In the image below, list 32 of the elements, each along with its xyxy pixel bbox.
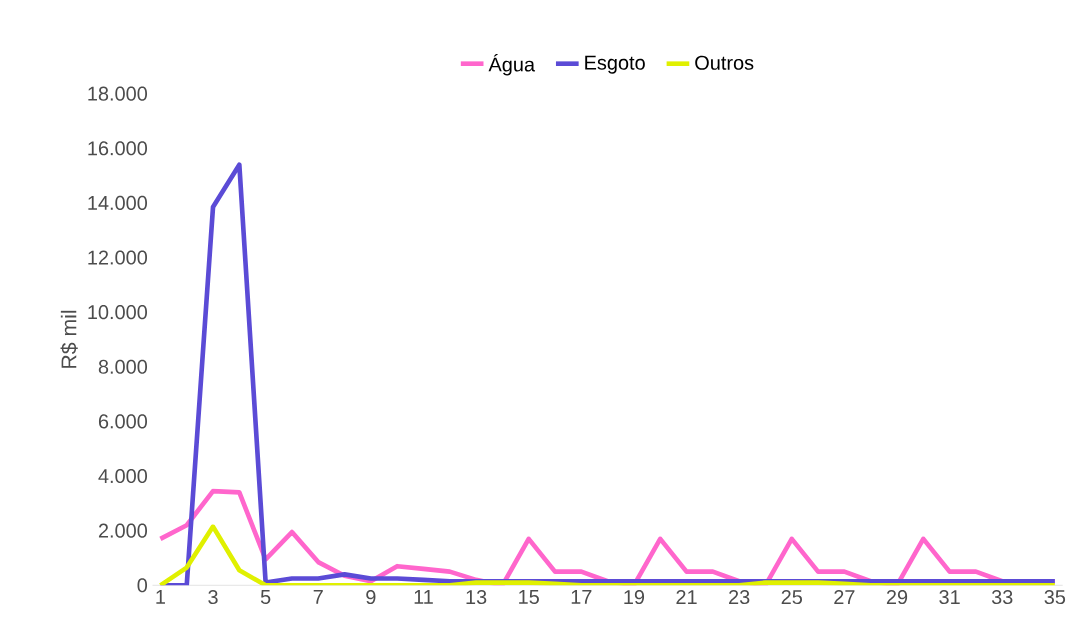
x-tick-label: 23 xyxy=(729,590,750,605)
y-tick-label: 0 xyxy=(137,578,148,593)
y-tick-label: 6.000 xyxy=(98,414,148,429)
x-tick-label: 27 xyxy=(834,590,855,604)
y-tick-label: 18.000 xyxy=(88,86,148,101)
x-tick-label: 35 xyxy=(1044,590,1066,605)
legend-label: Esgoto xyxy=(585,55,645,74)
y-tick-label: 14.000 xyxy=(88,195,148,211)
y-tick-label: 4.000 xyxy=(98,469,148,484)
x-tick-label: 3 xyxy=(208,590,218,605)
x-tick-label: 17 xyxy=(571,590,592,604)
x-tick-label: 5 xyxy=(260,590,271,604)
legend-label: Outros xyxy=(695,55,754,70)
x-tick-label: 1 xyxy=(156,590,165,604)
x-tick-label: 21 xyxy=(676,590,697,604)
y-tick-label: 12.000 xyxy=(88,250,148,265)
x-tick-label: 15 xyxy=(519,590,539,604)
x-tick-label: 25 xyxy=(781,590,803,605)
x-tick-label: 9 xyxy=(366,590,376,605)
x-tick-label: 7 xyxy=(313,590,323,604)
y-tick-label: 10.000 xyxy=(88,305,148,320)
x-tick-label: 19 xyxy=(624,590,645,605)
y-tick-label: 2.000 xyxy=(98,523,148,538)
x-tick-label: 11 xyxy=(414,590,433,604)
legend-label: Água xyxy=(488,54,536,76)
x-tick-label: 29 xyxy=(886,590,908,605)
x-tick-label: 33 xyxy=(991,590,1013,605)
y-axis-title: R$ mil xyxy=(60,310,78,368)
y-tick-label: 8.000 xyxy=(98,359,148,374)
x-tick-label: 13 xyxy=(466,590,487,605)
x-tick-label: 31 xyxy=(939,590,960,605)
y-tick-label: 16.000 xyxy=(88,141,148,156)
